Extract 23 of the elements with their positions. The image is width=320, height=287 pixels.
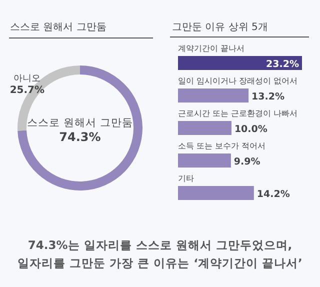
bar	[178, 88, 249, 102]
bar	[178, 56, 302, 70]
data-label: 14.2%	[256, 189, 290, 200]
bar	[178, 154, 231, 168]
y-tick-label: 일이 임시이거나 장래성이 없어서	[178, 76, 298, 86]
data-label: 13.2%	[252, 92, 285, 102]
text: 일자리를 그만둔 가장 큰 이유는 ‘계약기간이 끝나서’	[18, 256, 302, 270]
slice-label: 아니오	[14, 74, 41, 84]
text: 74.3%는 일자리를 스스로 원해서 그만두었으며,	[28, 238, 292, 252]
data-label: 10.0%	[234, 124, 268, 135]
chart-title: 스스로 원해서 그만둠	[10, 22, 106, 33]
slice-label: 스스로 원해서 그만둠	[27, 117, 133, 129]
data-label: 9.9%	[234, 156, 261, 168]
data-label: 74.3%	[59, 130, 101, 144]
data-label: 25.7%	[10, 85, 45, 96]
bar	[178, 186, 254, 200]
y-tick-label: 기타	[178, 174, 194, 183]
data-label: 23.2%	[266, 59, 300, 70]
chart-title: 그만둔 이유 상위 5개	[172, 22, 268, 33]
y-tick-label: 계약기간이 끝나서	[178, 44, 245, 53]
y-tick-label: 소득 또는 보수가 적어서	[178, 142, 266, 150]
y-tick-label: 근로시간 또는 근로환경이 나빠서	[178, 109, 298, 118]
bar	[178, 121, 232, 135]
